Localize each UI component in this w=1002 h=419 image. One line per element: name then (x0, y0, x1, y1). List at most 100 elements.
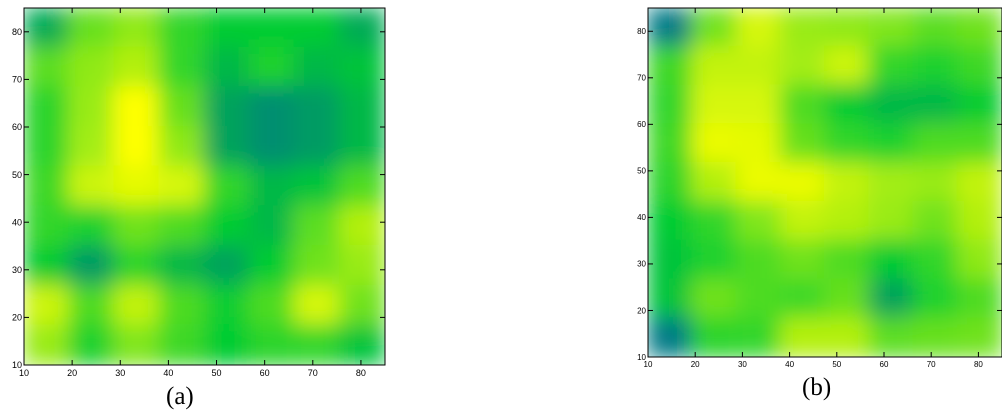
heatmap-cell (912, 278, 959, 320)
heatmap-cell (779, 8, 826, 48)
heatmap-cell (868, 123, 915, 165)
heatmap-cell (68, 86, 116, 128)
heatmap-cell (691, 84, 738, 126)
heatmap-cell (912, 84, 959, 126)
y-tick-label: 70 (637, 74, 646, 83)
heatmap-cell (868, 45, 915, 87)
y-tick-label: 50 (12, 170, 22, 180)
heatmap-cell (956, 8, 1002, 48)
heatmap-cell (113, 165, 161, 208)
heatmap-cell (956, 84, 1002, 126)
heatmap-cell (868, 200, 915, 242)
heatmap-cell (203, 284, 251, 327)
heatmap-cell (24, 126, 71, 168)
heatmap-cell (912, 45, 959, 87)
heatmap-cell (203, 126, 251, 168)
heatmap-cell (203, 8, 251, 49)
y-tick-label: 70 (12, 75, 22, 85)
heatmap-b-cells (648, 8, 1002, 357)
heatmap-cell (735, 8, 782, 48)
heatmap-cell (824, 317, 871, 357)
heatmap-cell (779, 123, 826, 165)
y-tick-label: 80 (12, 27, 22, 37)
heatmap-cell (956, 239, 1002, 281)
heatmap-cell (735, 84, 782, 126)
heatmap-cell (24, 86, 71, 128)
heatmap-cell (912, 162, 959, 203)
heatmap-cell (68, 205, 116, 247)
heatmap-cell (68, 8, 116, 49)
heatmap-cell (203, 165, 251, 208)
heatmap-cell (824, 278, 871, 320)
heatmap-cell (68, 165, 116, 208)
heatmap-cell (956, 162, 1002, 203)
heatmap-cell (293, 324, 341, 365)
heatmap-cell (24, 165, 71, 208)
heatmap-cell (248, 126, 296, 168)
x-tick-label: 30 (115, 368, 125, 378)
heatmap-cell (338, 324, 385, 365)
heatmap-cell (158, 8, 206, 49)
heatmap-cell (338, 126, 385, 168)
heatmap-cell (68, 284, 116, 327)
heatmap-cell (68, 126, 116, 168)
heatmap-cell (735, 123, 782, 165)
heatmap-cell (113, 126, 161, 168)
heatmap-cell (293, 46, 341, 89)
heatmap-cell (691, 45, 738, 87)
x-tick-label: 40 (785, 360, 794, 369)
heatmap-cell (293, 245, 341, 287)
x-tick-label: 10 (644, 360, 653, 369)
y-tick-label: 60 (12, 122, 22, 132)
caption-a: (a) (166, 383, 194, 410)
heatmap-cell (824, 162, 871, 203)
heatmap-cell (779, 200, 826, 242)
heatmap-cell (158, 126, 206, 168)
heatmap-a-svg: 10 20 30 40 50 60 70 80 10 20 30 40 50 60 70 80 (12, 7, 386, 378)
x-tick-label: 70 (308, 368, 318, 378)
heatmap-cell (248, 284, 296, 327)
tick-marks-b (647, 8, 1002, 358)
y-tick-label: 40 (637, 213, 646, 222)
heatmap-cell (338, 165, 385, 208)
heatmap-cell (824, 123, 871, 165)
heatmap-cell (203, 86, 251, 128)
y-tick-label: 60 (637, 120, 646, 129)
heatmap-cell (912, 200, 959, 242)
heatmap-cell (648, 45, 694, 87)
heatmap-cell (113, 245, 161, 287)
heatmap-cell (158, 284, 206, 327)
y-tick-label: 30 (12, 265, 22, 275)
x-tick-label: 20 (67, 368, 77, 378)
x-tick-label: 10 (19, 368, 29, 378)
y-tick-label: 10 (637, 353, 646, 362)
heatmap-cell (248, 324, 296, 365)
heatmap-cell (113, 46, 161, 89)
heatmap-cell (648, 162, 694, 203)
heatmap-cell (158, 86, 206, 128)
heatmap-cell (824, 45, 871, 87)
heatmap-cell (824, 239, 871, 281)
caption-b: (b) (802, 374, 832, 401)
heatmap-cell (824, 84, 871, 126)
heatmap-cell (113, 86, 161, 128)
heatmap-cell (735, 162, 782, 203)
heatmap-cell (868, 239, 915, 281)
y-tick-label: 80 (637, 27, 646, 36)
heatmap-cell (779, 317, 826, 357)
heatmap-cell (24, 324, 71, 365)
heatmap-cell (158, 46, 206, 89)
heatmap-cell (868, 162, 915, 203)
heatmap-cell (779, 278, 826, 320)
y-tick-label: 40 (12, 217, 22, 227)
heatmap-cell (158, 245, 206, 287)
heatmap-cell (293, 205, 341, 247)
heatmap-cell (158, 205, 206, 247)
heatmap-cell (68, 245, 116, 287)
heatmap-cell (338, 46, 385, 89)
heatmap-cell (956, 278, 1002, 320)
x-tick-label: 30 (738, 360, 747, 369)
heatmap-cell (956, 200, 1002, 242)
heatmap-cell (779, 84, 826, 126)
y-tick-label: 10 (12, 360, 22, 370)
